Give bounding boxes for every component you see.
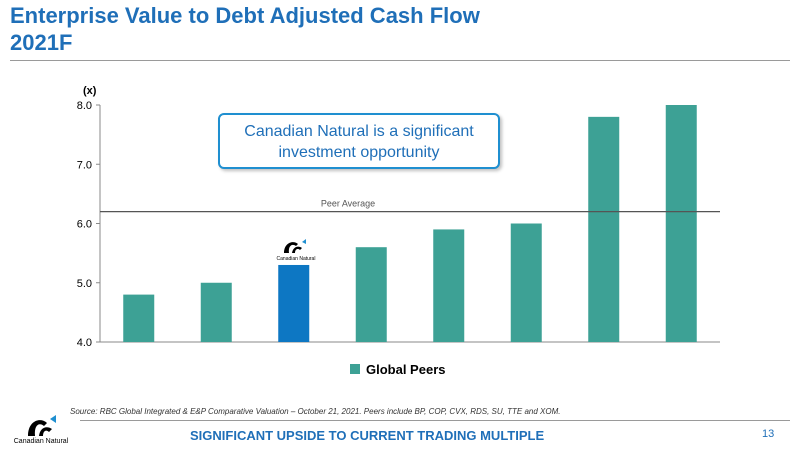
company-logo-icon bbox=[284, 239, 306, 253]
slide-title-line2: 2021F bbox=[10, 30, 73, 55]
legend-label: Global Peers bbox=[366, 362, 445, 377]
source-note: Source: RBC Global Integrated & E&P Comp… bbox=[70, 407, 561, 416]
bar bbox=[433, 229, 465, 342]
bar-highlight bbox=[278, 264, 310, 342]
company-logo: Canadian Natural bbox=[8, 414, 74, 446]
y-tick-label: 4.0 bbox=[77, 337, 92, 349]
canadian-natural-logo-icon bbox=[28, 415, 56, 436]
peer-average-label: Peer Average bbox=[321, 199, 375, 209]
bar bbox=[200, 282, 232, 342]
y-tick-label: 5.0 bbox=[77, 278, 92, 290]
logo-label: Canadian Natural bbox=[13, 438, 69, 445]
slide-title: Enterprise Value to Debt Adjusted Cash F… bbox=[10, 2, 770, 56]
slide-title-line1: Enterprise Value to Debt Adjusted Cash F… bbox=[10, 3, 480, 28]
bar-chart: 4.0 5.0 6.0 7.0 8.0 (x) Peer Average Global Pee… bbox=[77, 85, 720, 377]
page-number: 13 bbox=[762, 428, 775, 440]
callout-line2: investment opportunity bbox=[278, 144, 440, 161]
callout-line1: Canadian Natural is a significant bbox=[244, 123, 474, 140]
bar bbox=[355, 247, 387, 342]
y-tick-label: 6.0 bbox=[77, 219, 92, 231]
bar bbox=[665, 105, 697, 342]
footer-divider bbox=[80, 420, 790, 421]
legend-swatch bbox=[350, 364, 360, 374]
y-axis-label: (x) bbox=[83, 85, 97, 97]
bar bbox=[123, 294, 155, 342]
callout-box: Canadian Natural is a significant invest… bbox=[218, 113, 500, 169]
bar bbox=[588, 116, 620, 342]
y-tick-label: 8.0 bbox=[77, 100, 92, 112]
bar bbox=[510, 223, 542, 342]
bar-logo-label: Canadian Natural bbox=[276, 256, 316, 262]
bar-company-logo: Canadian Natural bbox=[276, 238, 316, 262]
y-tick-label: 7.0 bbox=[77, 159, 92, 171]
footer-tagline: SIGNIFICANT UPSIDE TO CURRENT TRADING MU… bbox=[190, 428, 545, 443]
title-divider bbox=[10, 60, 790, 61]
